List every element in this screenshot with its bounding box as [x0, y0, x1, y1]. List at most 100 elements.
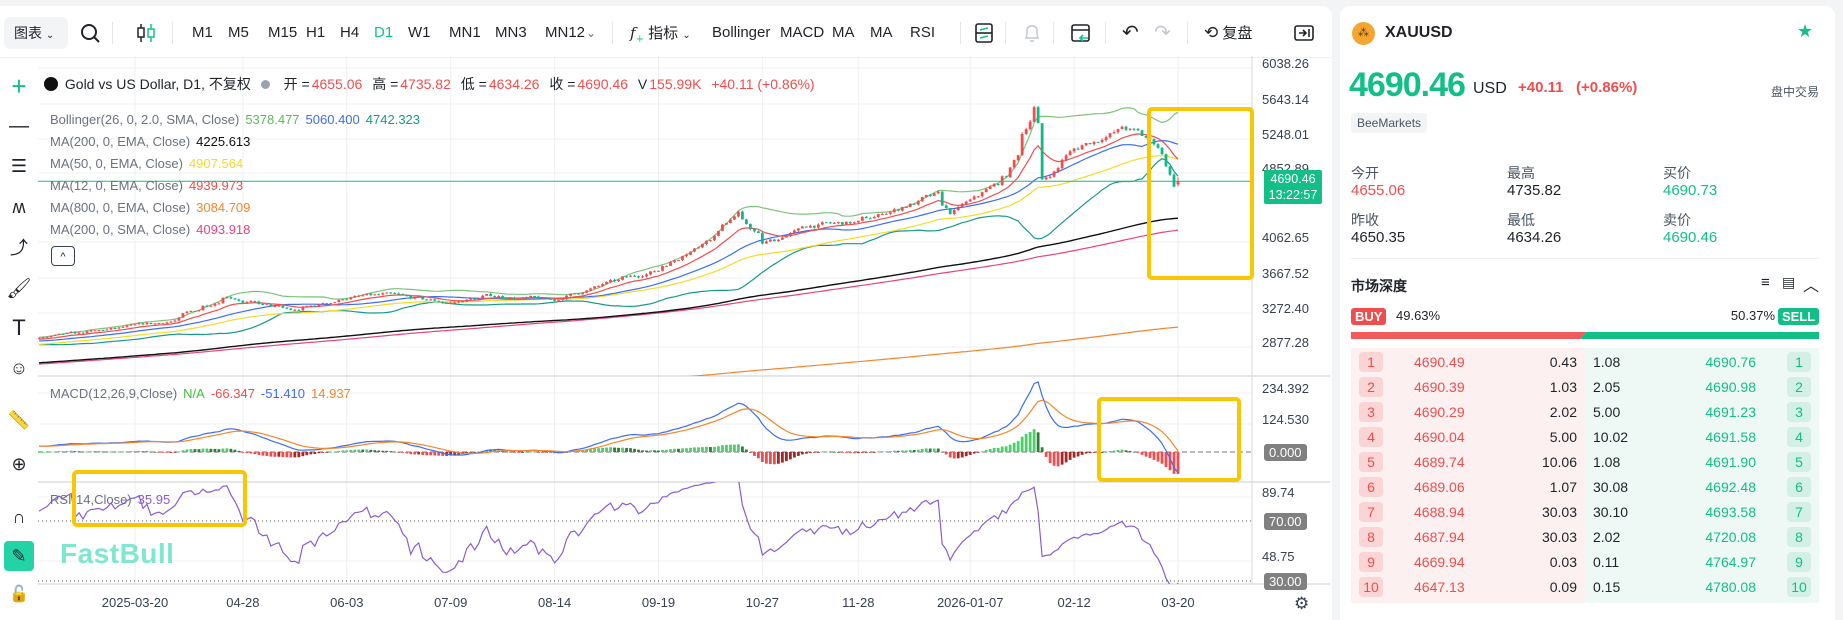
- macd-histogram-bar: [117, 451, 121, 453]
- timeframe-mn1[interactable]: MN1: [449, 24, 481, 41]
- unlock-icon[interactable]: 🔓: [9, 586, 29, 603]
- macd-histogram-bar: [788, 452, 792, 460]
- candle: [996, 183, 1000, 186]
- macd-histogram-bar: [1048, 452, 1052, 464]
- depth-row[interactable]: 6 4689.06 1.07 30.08 4692.48 6: [1351, 475, 1819, 500]
- brush-icon[interactable]: 🖌: [6, 277, 32, 300]
- macd-histogram-bar: [932, 448, 936, 452]
- layout-icon[interactable]: [974, 20, 994, 46]
- chart-settings-gear-icon[interactable]: ⚙: [1294, 594, 1310, 613]
- collapse-chevron-up-icon[interactable]: ︿: [1803, 278, 1820, 295]
- indicator-shortcut-macd[interactable]: MACD: [780, 24, 825, 41]
- timeframe-h4[interactable]: H4: [340, 24, 360, 41]
- depth-row[interactable]: 5 4689.74 10.06 1.08 4691.90 5: [1351, 450, 1819, 475]
- macd-histogram-bar: [1144, 452, 1148, 457]
- ask-quantity: 0.11: [1593, 554, 1620, 570]
- price-axis-label: 6038.26: [1262, 56, 1309, 71]
- candle: [1092, 140, 1096, 146]
- collapse-legend-button[interactable]: ^: [51, 246, 75, 266]
- macd-histogram-bar: [745, 449, 748, 452]
- rsi-value: 35.95: [137, 492, 171, 507]
- depth-row[interactable]: 8 4687.94 30.03 2.02 4720.08 8: [1351, 525, 1819, 550]
- depth-row[interactable]: 10 4647.13 0.09 0.15 4780.08 10: [1351, 575, 1819, 600]
- stat-value: 4690.46: [1663, 229, 1718, 246]
- timeframe-d1[interactable]: D1: [374, 24, 394, 41]
- timeframe-m1[interactable]: M1: [192, 24, 213, 41]
- indicator-shortcut-bollinger[interactable]: Bollinger: [712, 24, 771, 41]
- timeframe-w1[interactable]: W1: [408, 24, 431, 41]
- depth-row[interactable]: 4 4690.04 5.00 10.02 4691.58 4: [1351, 425, 1819, 450]
- macd-histogram-bar: [613, 447, 616, 452]
- list-view-icon[interactable]: ≡: [1761, 274, 1770, 291]
- undo-icon[interactable]: ↶: [1122, 22, 1139, 44]
- macd-label: MACD(12,26,9,Close): [50, 386, 178, 401]
- macd-histogram-bar: [705, 446, 708, 452]
- favorite-star-icon[interactable]: ★: [1797, 21, 1814, 41]
- timeframe-mn12[interactable]: MN12: [545, 24, 586, 41]
- text-tool-icon[interactable]: T: [12, 315, 26, 340]
- candle: [237, 298, 241, 302]
- indicator-shortcut-rsi[interactable]: RSI: [910, 24, 936, 41]
- macd-histogram-bar: [952, 452, 956, 459]
- indicator-value: 3084.709: [196, 200, 251, 215]
- macd-histogram-bar: [1084, 452, 1088, 454]
- depth-row[interactable]: 9 4669.94 0.03 0.11 4764.97 9: [1351, 550, 1819, 575]
- crosshair-icon[interactable]: +: [11, 70, 27, 101]
- indicator-shortcut-ma[interactable]: MA: [832, 24, 855, 41]
- macd-histogram-bar: [1052, 452, 1056, 466]
- timeframe-h1[interactable]: H1: [306, 24, 326, 41]
- macd-histogram-bar: [145, 451, 149, 453]
- macd-histogram-bar: [1080, 452, 1084, 455]
- candle: [553, 299, 556, 302]
- chart-menu-dropdown[interactable]: 图表 ⌄: [4, 17, 68, 49]
- price-axis-label: 5248.01: [1262, 127, 1309, 142]
- depth-row[interactable]: 1 4690.49 0.43 1.08 4690.76 1: [1351, 350, 1819, 375]
- candle: [417, 295, 421, 298]
- depth-row[interactable]: 3 4690.29 2.02 5.00 4691.23 3: [1351, 400, 1819, 425]
- indicator-legend-row[interactable]: MA(12, 0, EMA, Close) 4939.973: [50, 178, 249, 193]
- emoji-icon[interactable]: ☺: [9, 357, 29, 378]
- depth-row[interactable]: 2 4690.39 1.03 2.05 4690.98 2: [1351, 375, 1819, 400]
- candlestick-type-icon[interactable]: [135, 20, 157, 46]
- search-icon[interactable]: [80, 20, 102, 46]
- candle: [689, 251, 692, 256]
- x-axis-tick-label: 2026-01-07: [936, 595, 1004, 610]
- fibonacci-icon[interactable]: ⤴: [10, 238, 28, 258]
- macd-histogram-bar: [984, 450, 988, 452]
- high-value: 4735.82: [400, 76, 451, 92]
- magnet-icon[interactable]: ∩: [12, 506, 26, 527]
- trend-line-icon[interactable]: —: [9, 114, 29, 137]
- collapse-panel-icon[interactable]: [1293, 20, 1315, 46]
- replay-button[interactable]: ⟲ 复盘: [1204, 20, 1252, 46]
- macd-histogram-bar: [293, 452, 297, 458]
- candle: [193, 310, 197, 312]
- timeframe-mn3[interactable]: MN3: [495, 24, 527, 41]
- timeframe-m15[interactable]: M15: [268, 24, 298, 41]
- indicator-legend-row[interactable]: MA(50, 0, EMA, Close) 4907.564: [50, 156, 249, 171]
- ruler-icon[interactable]: 📏: [7, 409, 31, 430]
- bid-price: 4690.29: [1414, 404, 1465, 420]
- indicator-legend-row[interactable]: MA(200, 0, EMA, Close) 4225.613: [50, 134, 256, 149]
- zoom-in-icon[interactable]: ⊕: [11, 453, 27, 474]
- indicator-shortcut-ma[interactable]: MA: [870, 24, 893, 41]
- depth-row[interactable]: 7 4688.94 30.03 30.10 4693.58 7: [1351, 500, 1819, 525]
- lock-drawings-icon[interactable]: ✎: [4, 541, 34, 571]
- horizontal-lines-icon[interactable]: ☰: [10, 155, 28, 176]
- pattern-icon[interactable]: ʍ: [12, 196, 26, 217]
- alert-bell-icon[interactable]: [1022, 20, 1042, 46]
- candle: [597, 285, 600, 288]
- indicator-legend-row[interactable]: MA(800, 0, EMA, Close) 3084.709: [50, 200, 256, 215]
- indicator-legend-row[interactable]: MA(200, 0, SMA, Close) 4093.918: [50, 222, 256, 237]
- more-timeframes-chevron-icon[interactable]: ⌄: [586, 26, 597, 40]
- macd-histogram-bar: [948, 452, 952, 458]
- ask-level: 6: [1787, 477, 1811, 497]
- indicator-label: MA(12, 0, EMA, Close): [50, 178, 183, 193]
- timeframe-m5[interactable]: M5: [228, 24, 249, 41]
- calendar-goto-date-icon[interactable]: [1070, 20, 1092, 46]
- indicators-button[interactable]: f+ 指标 ⌄: [630, 20, 691, 46]
- indicator-legend-row[interactable]: Bollinger(26, 0, 2.0, SMA, Close) 5378.47…: [50, 112, 426, 127]
- redo-icon[interactable]: ↷: [1154, 22, 1171, 44]
- book-view-icon[interactable]: ▤: [1782, 274, 1796, 290]
- candle: [321, 302, 325, 305]
- candle: [265, 304, 269, 306]
